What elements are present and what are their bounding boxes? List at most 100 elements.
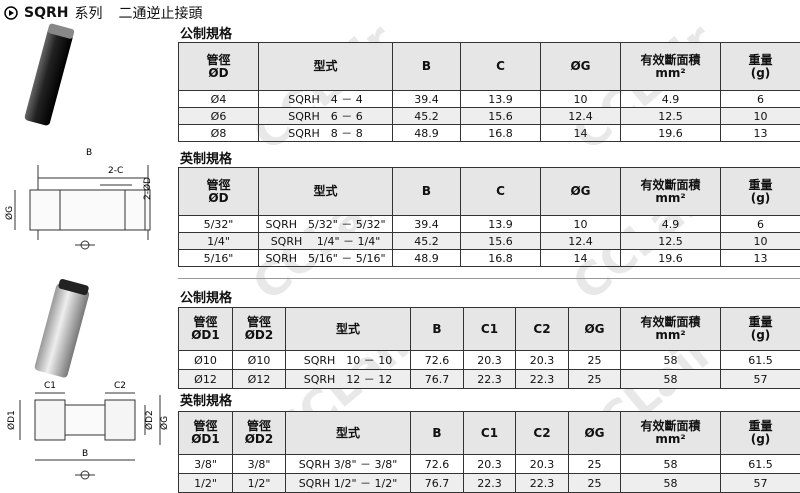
header-row: 管徑 ØD 型式 B C ØG 有效斷面積 mm² 重量 (g): [178, 167, 800, 216]
header-line: C2: [533, 425, 551, 440]
spec-table: 管徑 ØD 型式 B C ØG 有效斷面積 mm² 重量 (g) Ø4 SQRH 4 － 4 39.4 1…: [178, 42, 800, 142]
data-row: 5/32" SQRH 5/32" － 5/32" 39.4 13.9 10 4.9 6: [178, 215, 800, 233]
header-row: 管徑 ØD1 管徑 ØD2 型式 B C1 C2 ØG 有效斷面積 mm² 重量 (g): [178, 307, 800, 351]
cell: SQRH 3/8" － 3/8": [285, 454, 411, 474]
header-line: 管徑: [193, 315, 218, 329]
column-header: B: [410, 307, 464, 351]
column-header: B: [392, 167, 461, 216]
separator: [178, 278, 800, 279]
column-header: 管徑 ØD1: [178, 307, 233, 351]
column-header: 型式: [258, 42, 393, 91]
header-line: ØD1: [191, 432, 220, 446]
data-row: Ø4 SQRH 4 － 4 39.4 13.9 10 4.9 6: [178, 90, 800, 108]
header-line: 有效斷面積: [640, 315, 701, 329]
cell: 72.6: [410, 350, 464, 370]
cell: Ø12: [178, 369, 233, 389]
cell: 3/8": [178, 454, 233, 474]
header-line: ØG: [570, 184, 591, 198]
data-row: Ø12 Ø12 SQRH 12 － 12 76.7 22.3 22.3 25 58 57: [178, 369, 800, 389]
column-header: C2: [515, 307, 569, 351]
data-row: 5/16" SQRH 5/16" － 5/16" 48.9 16.8 14 19.6 13: [178, 249, 800, 267]
header-line: 型式: [335, 321, 360, 336]
header-line: C: [496, 59, 505, 73]
section-title: 英制規格: [180, 152, 233, 167]
cell: 48.9: [392, 124, 461, 142]
cell: 72.6: [410, 454, 464, 474]
header-line: 管徑: [246, 315, 271, 329]
header-line: ØD2: [244, 328, 274, 342]
cell: 57: [720, 473, 800, 493]
cell: 14: [540, 249, 621, 267]
cell: 20.3: [515, 454, 569, 474]
section-title: 英制規格: [180, 394, 233, 409]
cell: SQRH 1/4" － 1/4": [258, 232, 393, 250]
header-line: 有效斷面積: [640, 177, 701, 192]
header-line: ØG: [570, 59, 591, 73]
header-line: 型式: [335, 425, 360, 440]
cell: 39.4: [392, 90, 461, 108]
cell: 12.5: [620, 107, 721, 125]
column-header: 管徑 ØD1: [178, 411, 233, 455]
column-header: ØG: [540, 42, 621, 91]
column-header: 管徑 ØD2: [232, 307, 286, 351]
cell: 39.4: [392, 215, 461, 233]
figures: B 2-C 2-ØD ØG C1 C2 ØD1 ØD2 ØG B: [4, 23, 170, 480]
series: 系列: [74, 6, 103, 22]
cell: 6: [720, 215, 800, 233]
cell: 13: [720, 249, 800, 267]
cell: 4.9: [620, 90, 721, 108]
column-header: 有效斷面積 mm²: [620, 167, 721, 216]
cell: 4.9: [620, 215, 721, 233]
data-row: Ø8 SQRH 8 － 8 48.9 16.8 14 19.6 13: [178, 124, 800, 142]
cell: Ø6: [178, 107, 259, 125]
cell: 25: [568, 350, 621, 370]
cell: 6: [720, 90, 800, 108]
spec-table: 管徑 ØD 型式 B C ØG 有效斷面積 mm² 重量 (g) 5/32" SQRH 5/32" －…: [178, 167, 800, 267]
column-header: C1: [463, 307, 516, 351]
cell: 22.3: [463, 369, 516, 389]
cell: 10: [720, 232, 800, 250]
column-header: 重量 (g): [720, 167, 800, 216]
header-line: B: [432, 425, 442, 440]
title: SQRH: [24, 5, 69, 21]
column-header: 重量 (g): [720, 42, 800, 91]
header-line: (g): [750, 432, 771, 446]
header-line: 管徑: [193, 419, 218, 433]
header-line: (g): [750, 190, 771, 205]
cell: 1/4": [178, 232, 259, 250]
figure-label: ØG: [4, 206, 15, 220]
header-line: mm²: [655, 65, 686, 80]
header-line: C: [496, 184, 505, 198]
column-header: C: [460, 42, 541, 91]
header-line: ØD: [208, 190, 229, 205]
column-header: 重量 (g): [720, 307, 800, 351]
cell: 58: [620, 350, 721, 370]
figure-label: ØD2: [144, 410, 155, 430]
cell: 19.6: [620, 249, 721, 267]
cell: 22.3: [463, 473, 516, 493]
column-header: 型式: [285, 411, 411, 455]
header-line: ØD: [208, 65, 229, 80]
cell: 5/16": [178, 249, 259, 267]
header-line: 有效斷面積: [640, 419, 701, 433]
cell: 1/2": [178, 473, 233, 493]
cell: Ø4: [178, 90, 259, 108]
cell: 10: [540, 215, 621, 233]
cell: 3/8": [232, 454, 286, 474]
cell: 57: [720, 369, 800, 389]
header-line: 型式: [313, 184, 338, 198]
column-header: 有效斷面積 mm²: [620, 307, 721, 351]
spec-table: 管徑 ØD1 管徑 ØD2 型式 B C1 C2 ØG 有效斷面積 mm² 重量 (g) Ø10 Ø10 SQ…: [178, 307, 800, 389]
cell: 13: [720, 124, 800, 142]
header-line: mm²: [655, 328, 686, 342]
column-header: 型式: [258, 167, 393, 216]
cell: 15.6: [460, 232, 541, 250]
cell: 20.3: [463, 454, 516, 474]
column-header: ØG: [568, 307, 621, 351]
header-line: 管徑: [246, 419, 271, 433]
cell: 12.4: [540, 232, 621, 250]
column-header: C: [460, 167, 541, 216]
cell: 61.5: [720, 454, 800, 474]
figure-label: 2-C: [108, 166, 123, 176]
